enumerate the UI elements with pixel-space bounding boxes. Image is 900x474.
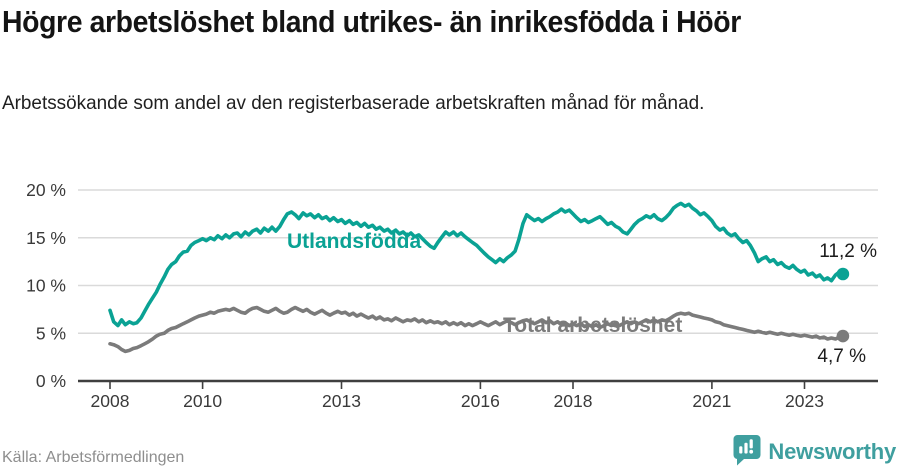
svg-text:10 %: 10 %: [26, 276, 66, 296]
newsworthy-wordmark: Newsworthy: [768, 439, 896, 464]
gridlines: 0 % 5 % 10 % 15 % 20 %: [26, 180, 878, 391]
svg-text:2010: 2010: [183, 391, 222, 411]
x-axis: 2008 2010 2013 2016 2018 2021 2023: [91, 381, 824, 411]
svg-text:2021: 2021: [692, 391, 731, 411]
svg-text:2018: 2018: [554, 391, 593, 411]
svg-text:0 %: 0 %: [36, 371, 66, 391]
data-series: [108, 201, 850, 354]
svg-text:15 %: 15 %: [26, 228, 66, 248]
end-value-label-utlandsfodda: 11,2 %: [819, 241, 877, 262]
svg-text:5 %: 5 %: [36, 323, 66, 343]
svg-text:2013: 2013: [322, 391, 361, 411]
svg-text:2023: 2023: [785, 391, 824, 411]
svg-text:2008: 2008: [91, 391, 130, 411]
series-label-total-arbetsloshet: Total arbetslöshet: [503, 314, 683, 337]
source-note: Källa: Arbetsförmedlingen: [2, 449, 185, 466]
page-title: Högre arbetslöshet bland utrikes- än inr…: [2, 5, 741, 39]
page-subtitle: Arbetssökande som andel av den registerb…: [2, 92, 705, 114]
svg-text:20 %: 20 %: [26, 180, 66, 200]
svg-text:2016: 2016: [461, 391, 500, 411]
newsworthy-logo: Newsworthy: [733, 434, 896, 470]
newsworthy-bubble-chart-icon: [733, 434, 761, 471]
end-value-label-total-arbetsloshet: 4,7 %: [817, 346, 866, 367]
series-label-utlandsfodda: Utlandsfödda: [287, 230, 422, 253]
